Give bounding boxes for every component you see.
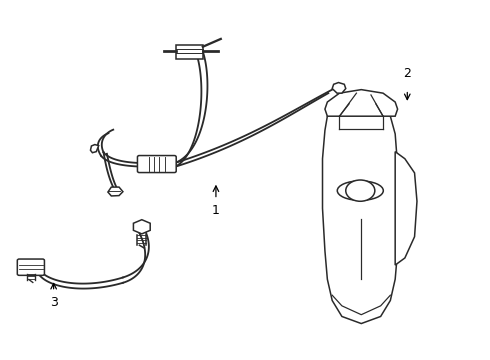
Polygon shape [91,145,98,153]
FancyBboxPatch shape [138,156,176,172]
Polygon shape [332,82,346,93]
Polygon shape [395,152,417,265]
FancyBboxPatch shape [176,45,203,59]
Ellipse shape [337,181,383,201]
FancyBboxPatch shape [17,259,45,275]
Text: 1: 1 [212,204,220,217]
Text: 3: 3 [49,296,58,309]
Polygon shape [325,90,397,116]
Text: 2: 2 [403,67,411,80]
Polygon shape [133,220,150,234]
Circle shape [346,180,375,201]
Polygon shape [108,187,123,196]
Polygon shape [322,107,400,324]
